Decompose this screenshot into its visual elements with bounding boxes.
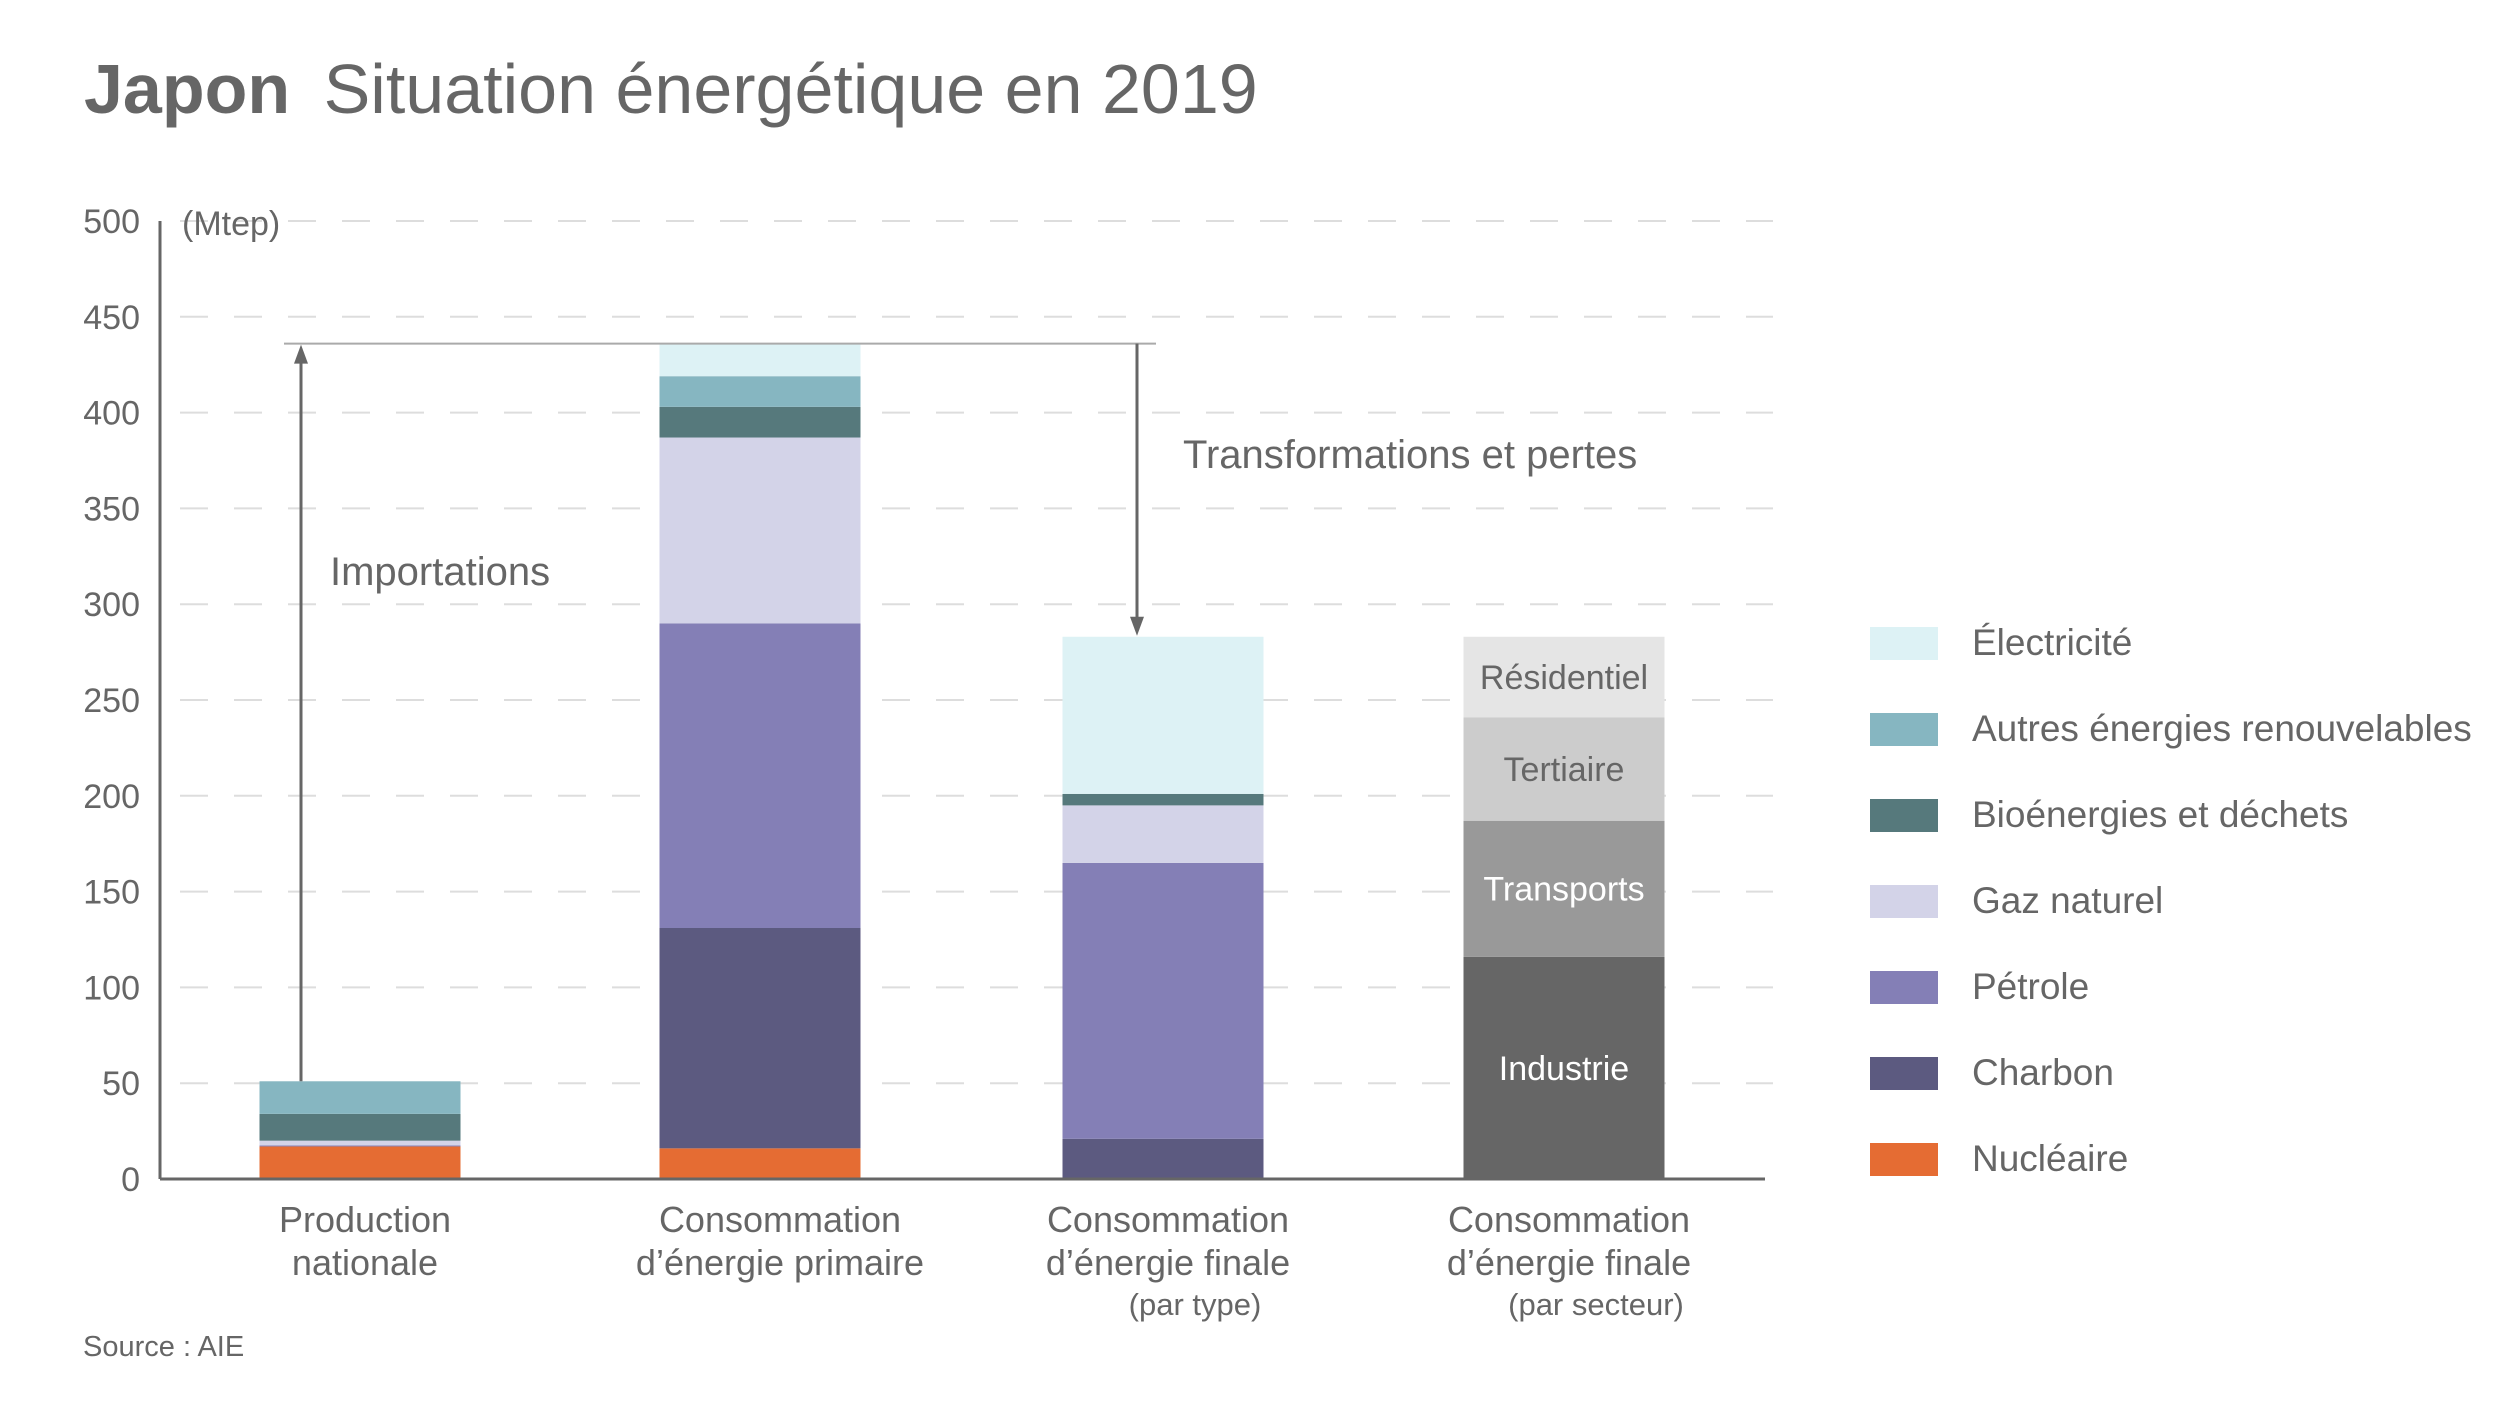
annotations: Importations Transformations et pertes — [284, 342, 1637, 1082]
bar-segment — [1463, 717, 1665, 821]
legend-swatch — [1870, 885, 1938, 918]
legend-item: Bioénergies et déchets — [1870, 794, 2348, 835]
source-note: Source : AIE — [83, 1331, 244, 1363]
bar-segment — [659, 376, 861, 407]
legend-swatch — [1870, 1057, 1938, 1090]
y-tick-label: 250 — [83, 682, 140, 720]
chart-title: Japon Situation énergétique en 2019 — [84, 50, 1258, 128]
importations-label: Importations — [330, 550, 550, 594]
legend-label: Électricité — [1972, 622, 2132, 663]
legend-label: Charbon — [1972, 1052, 2114, 1093]
legend-label: Pétrole — [1972, 966, 2089, 1007]
x-tick-label: Consommation — [1448, 1199, 1690, 1240]
y-tick-label: 400 — [83, 395, 140, 433]
x-tick-label: Consommation — [659, 1199, 901, 1240]
bar-segment — [1062, 805, 1264, 863]
x-tick-label: nationale — [292, 1242, 438, 1283]
legend-swatch — [1870, 1143, 1938, 1176]
x-tick-label: d’énergie finale — [1046, 1242, 1290, 1283]
legend-item: Charbon — [1870, 1052, 2114, 1093]
bar-segment — [259, 1113, 461, 1141]
x-tick-sublabel: (par type) — [1129, 1287, 1262, 1322]
y-tick-label: 100 — [83, 969, 140, 1007]
legend-label: Gaz naturel — [1972, 880, 2163, 921]
y-tick-label: 0 — [121, 1161, 140, 1199]
x-tick-label: d’énergie primaire — [636, 1242, 924, 1283]
y-tick-label: 450 — [83, 299, 140, 337]
legend-swatch — [1870, 713, 1938, 746]
legend-label: Autres énergies renouvelables — [1972, 708, 2472, 749]
bar-segment-label: Tertiaire — [1504, 751, 1625, 789]
bar-segment — [1062, 793, 1264, 806]
legend-swatch — [1870, 627, 1938, 660]
bar-segment — [659, 406, 861, 438]
chart-title-country: Japon — [84, 50, 290, 128]
legend-swatch — [1870, 971, 1938, 1004]
legend-item: Pétrole — [1870, 966, 2089, 1007]
arrow-down-icon — [1130, 616, 1144, 636]
bar-segment — [259, 1081, 461, 1114]
bar-segment-label: Résidentiel — [1480, 659, 1648, 697]
bar-segment — [259, 1145, 461, 1147]
y-tick-label: 200 — [83, 778, 140, 816]
bar-segment — [659, 437, 861, 624]
legend-item: Électricité — [1870, 622, 2132, 663]
legend-label: Nucléaire — [1972, 1138, 2128, 1179]
y-tick-label: 300 — [83, 586, 140, 624]
y-tick-label: 350 — [83, 490, 140, 528]
legend-swatch — [1870, 799, 1938, 832]
legend: Électricité Autres énergies renouvelables… — [1870, 622, 2472, 1179]
bar-segment — [659, 1148, 861, 1179]
bar-segment — [259, 1146, 461, 1179]
y-tick-label: 50 — [102, 1065, 140, 1103]
legend-item: Nucléaire — [1870, 1138, 2128, 1179]
bar-segment — [1062, 1138, 1264, 1179]
chart-title-text: Situation énergétique en 2019 — [324, 50, 1258, 128]
legend-item: Autres énergies renouvelables — [1870, 708, 2472, 749]
x-tick-label: Consommation — [1047, 1199, 1289, 1240]
bar-segment-label: Industrie — [1499, 1050, 1629, 1088]
bar-segment — [659, 928, 861, 1149]
bar-segment — [659, 623, 861, 929]
bar-segment — [1463, 956, 1665, 1179]
x-tick-label: d’énergie finale — [1447, 1242, 1691, 1283]
bar-segment — [1463, 636, 1665, 718]
arrow-up-icon — [294, 344, 308, 364]
legend-item: Gaz naturel — [1870, 880, 2163, 921]
transformations-label: Transformations et pertes — [1183, 433, 1637, 477]
x-tick-sublabel: (par secteur) — [1508, 1287, 1684, 1322]
x-tick-label: Production — [279, 1199, 451, 1240]
bar-segment — [1463, 820, 1665, 957]
bars: Industrie Transports Tertiaire Résidentiel — [259, 343, 1665, 1179]
legend-label: Bioénergies et déchets — [1972, 794, 2348, 835]
bar-segment — [1062, 636, 1264, 794]
y-tick-label: 500 — [83, 203, 140, 241]
y-tick-label: 150 — [83, 874, 140, 912]
bar-segment-label: Transports — [1483, 871, 1644, 909]
y-axis-unit-label: (Mtep) — [182, 205, 280, 243]
x-axis-labels: ProductionnationaleConsommationd’énergie… — [279, 1199, 1691, 1322]
bar-segment — [259, 1140, 461, 1146]
bar-segment — [659, 343, 861, 377]
bar-segment — [1062, 862, 1264, 1139]
y-axis-ticks: 0 50 100 150 200 250 300 350 400 450 500 — [83, 203, 140, 1199]
